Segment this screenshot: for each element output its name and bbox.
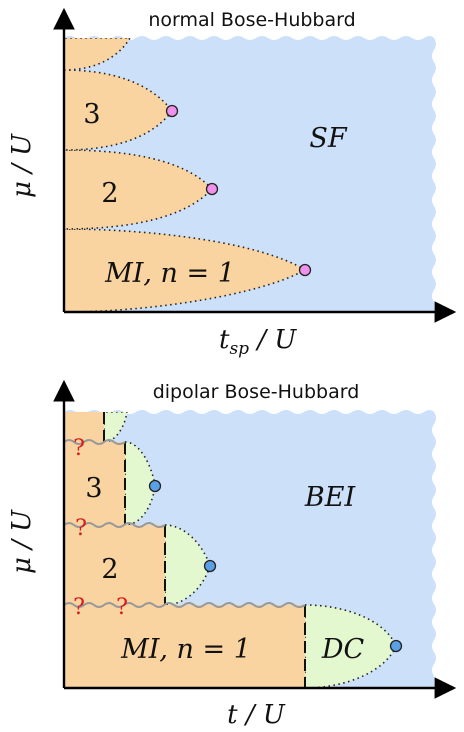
lobe-1-label-bottom: MI, n = 1 bbox=[120, 634, 251, 665]
lobe-2-label: 2 bbox=[101, 178, 118, 209]
mott-region-3 bbox=[64, 442, 125, 525]
bottom-y-axis-label: μ / U bbox=[7, 509, 37, 574]
dc-lobe-3 bbox=[124, 441, 156, 526]
question-mark-2: ? bbox=[75, 516, 87, 541]
critical-point-dc-2 bbox=[203, 559, 217, 573]
dc-label: DC bbox=[321, 634, 365, 665]
x-axis-sub: sp bbox=[229, 339, 249, 359]
top-y-axis-label: μ / U bbox=[7, 133, 37, 198]
dc-lobe-4 bbox=[103, 412, 128, 443]
critical-point-1 bbox=[298, 263, 312, 277]
mott-region-4 bbox=[64, 412, 104, 442]
wavy-boundary-1 bbox=[64, 602, 306, 608]
bottom-title: dipolar Bose-Hubbard bbox=[153, 381, 360, 403]
critical-point-dc-3 bbox=[148, 479, 162, 493]
x-axis-t: t bbox=[219, 325, 230, 355]
lobe-1-label: MI, n = 1 bbox=[104, 258, 235, 289]
mott-region-1 bbox=[64, 605, 305, 688]
bottom-panel: dipolar Bose-Hubbard bbox=[7, 379, 457, 730]
bei-label: BEI bbox=[304, 482, 357, 513]
dc-lobe-1 bbox=[304, 604, 397, 688]
lobe-3-label-bottom: 3 bbox=[85, 473, 102, 504]
mott-lobe-3 bbox=[64, 69, 174, 151]
top-x-axis-label: tsp / U bbox=[219, 325, 297, 359]
wavy-boundary-3 bbox=[64, 439, 126, 445]
sf-label: SF bbox=[309, 123, 347, 154]
top-panel: normal Bose-Hubbard SF 3 2 MI, n = 1 μ /… bbox=[7, 7, 457, 359]
question-mark-4: ? bbox=[116, 595, 128, 620]
critical-point-2 bbox=[205, 182, 219, 196]
bottom-x-axis-label: t / U bbox=[227, 700, 286, 730]
mott-lobe-4 bbox=[64, 38, 131, 71]
critical-point-dc-1 bbox=[389, 639, 403, 653]
lobe-2-label-bottom: 2 bbox=[101, 554, 118, 585]
lobe-3-label: 3 bbox=[83, 99, 100, 130]
mott-lobe-2 bbox=[64, 149, 214, 230]
question-mark-1: ? bbox=[73, 436, 85, 461]
top-title: normal Bose-Hubbard bbox=[148, 9, 355, 31]
mott-region-2 bbox=[64, 525, 165, 605]
critical-point-3 bbox=[165, 104, 179, 118]
x-axis-rest: / U bbox=[249, 325, 297, 355]
dc-lobe-2 bbox=[164, 524, 211, 606]
mott-lobe-1 bbox=[64, 228, 307, 312]
question-mark-3: ? bbox=[73, 595, 85, 620]
wavy-boundary-2 bbox=[64, 522, 166, 528]
